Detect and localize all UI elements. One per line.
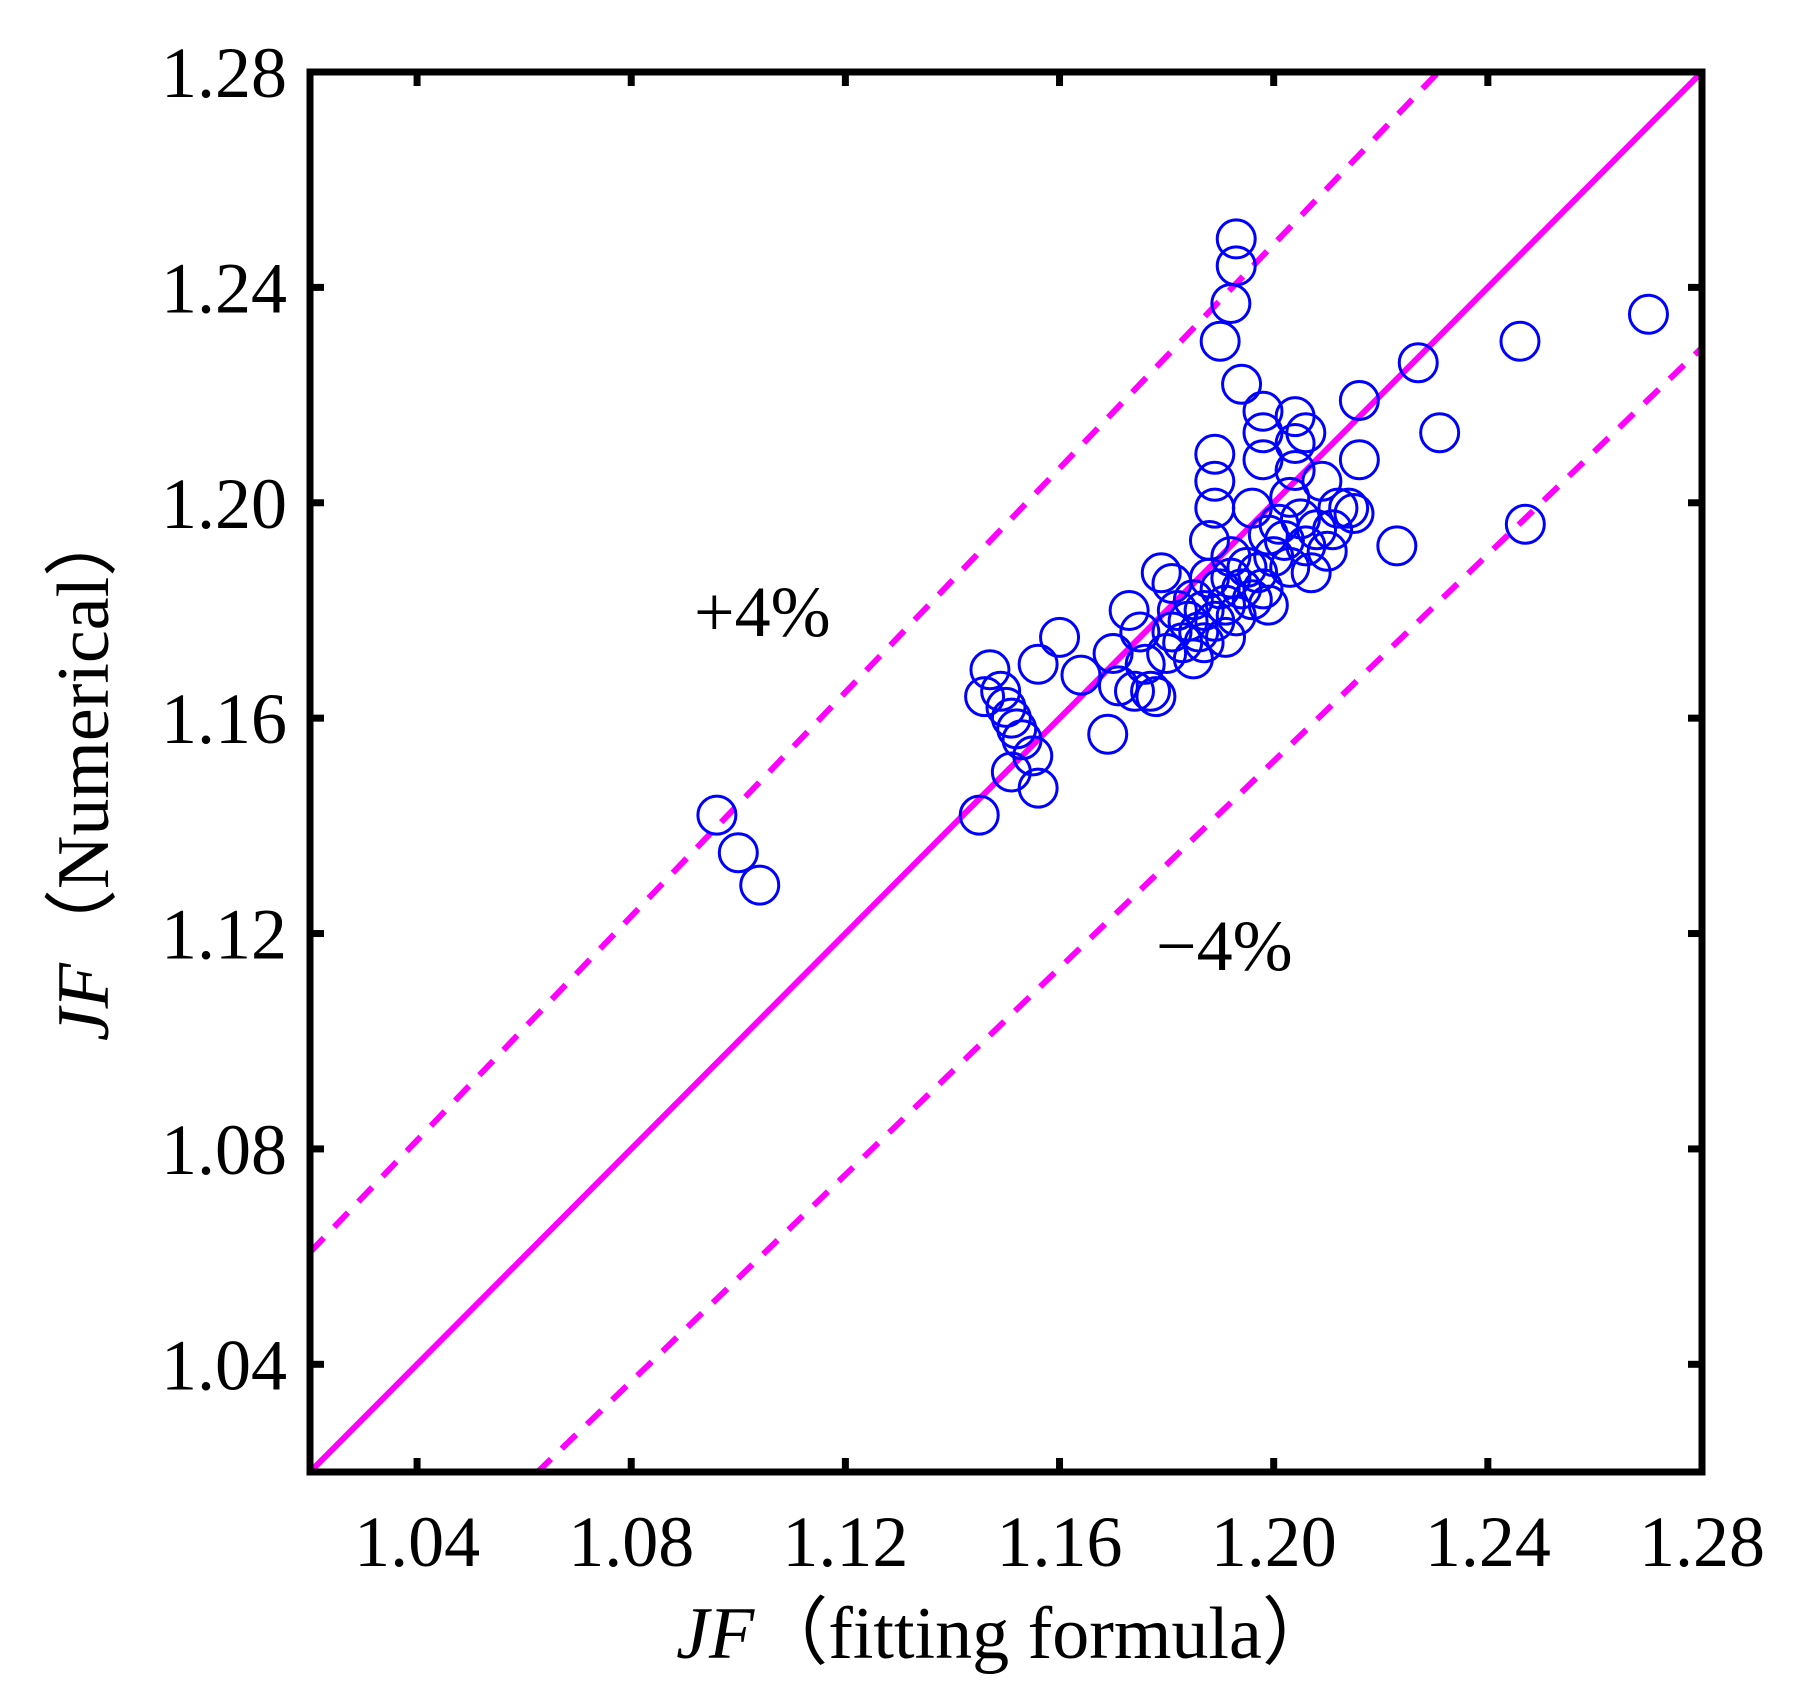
data-point bbox=[1627, 293, 1669, 335]
data-point bbox=[1017, 643, 1059, 685]
data-point bbox=[1124, 643, 1166, 685]
x-tick-label: 1.24 bbox=[1425, 1502, 1551, 1582]
data-point bbox=[1097, 665, 1139, 707]
x-tick-label: 1.20 bbox=[1211, 1502, 1337, 1582]
y-tick-labels: 1.04 1.08 1.12 1.16 1.20 1.24 1.28 bbox=[161, 33, 287, 1405]
x-tick-label: 1.16 bbox=[997, 1502, 1123, 1582]
data-point bbox=[990, 697, 1032, 739]
y-tick-label: 1.16 bbox=[161, 679, 287, 759]
data-point bbox=[980, 670, 1022, 712]
data-point bbox=[1135, 676, 1177, 718]
data-point bbox=[1221, 363, 1263, 405]
x-tick-label: 1.04 bbox=[354, 1502, 480, 1582]
x-tick-labels: 1.04 1.08 1.12 1.16 1.20 1.24 1.28 bbox=[354, 1502, 1765, 1582]
data-point bbox=[1194, 433, 1236, 475]
data-point bbox=[1242, 390, 1284, 432]
annotation-minus-4-percent: −4% bbox=[1156, 906, 1293, 986]
data-point bbox=[1060, 654, 1102, 696]
data-point bbox=[1274, 423, 1316, 465]
data-point bbox=[1017, 767, 1059, 809]
data-point bbox=[1226, 546, 1268, 588]
y-tick-label: 1.24 bbox=[161, 248, 287, 328]
data-points bbox=[696, 218, 1669, 906]
data-point bbox=[1290, 552, 1332, 594]
y-tick-label: 1.04 bbox=[161, 1325, 287, 1405]
reference-lines bbox=[310, 72, 1702, 1472]
data-point bbox=[1039, 616, 1081, 658]
data-point bbox=[1338, 379, 1380, 421]
plot-frame bbox=[306, 68, 1706, 1476]
data-point bbox=[1376, 525, 1418, 567]
data-point bbox=[1328, 487, 1370, 529]
y-tick-label: 1.12 bbox=[161, 895, 287, 975]
data-point bbox=[1108, 589, 1150, 631]
data-point bbox=[1194, 460, 1236, 502]
y-axis-label-symbol: JF bbox=[43, 962, 125, 1041]
axis-ticks bbox=[310, 68, 1706, 1472]
data-point bbox=[1130, 670, 1172, 712]
data-point bbox=[958, 794, 1000, 836]
data-point bbox=[1333, 493, 1375, 535]
data-point bbox=[1317, 487, 1359, 529]
data-point bbox=[1397, 342, 1439, 384]
x-axis-label-symbol: JF bbox=[676, 1593, 755, 1675]
data-point bbox=[1242, 439, 1284, 481]
data-point bbox=[1140, 552, 1182, 594]
data-point bbox=[1263, 519, 1305, 561]
data-point bbox=[1172, 579, 1214, 621]
data-point bbox=[717, 832, 759, 874]
y-tick-label: 1.08 bbox=[161, 1110, 287, 1190]
data-point bbox=[1285, 412, 1327, 454]
x-tick-label: 1.08 bbox=[568, 1502, 694, 1582]
reference-line-minus-4-percent bbox=[533, 345, 1702, 1472]
x-tick-label: 1.12 bbox=[782, 1502, 908, 1582]
data-point bbox=[1183, 622, 1225, 664]
annotation-plus-4-percent: +4% bbox=[694, 572, 831, 652]
data-point bbox=[1215, 218, 1257, 260]
data-point bbox=[1237, 552, 1279, 594]
data-point bbox=[985, 686, 1027, 728]
data-point bbox=[1092, 633, 1134, 675]
data-point bbox=[1231, 579, 1273, 621]
data-point bbox=[1119, 611, 1161, 653]
data-point bbox=[1419, 412, 1461, 454]
data-point bbox=[1199, 320, 1241, 362]
reference-line-plus-4-percent bbox=[310, 72, 1443, 1255]
y-tick-label: 1.28 bbox=[161, 33, 287, 113]
data-point bbox=[1338, 439, 1380, 481]
data-point bbox=[1215, 595, 1257, 637]
reference-line-identity bbox=[310, 72, 1702, 1472]
data-point bbox=[739, 864, 781, 906]
data-point bbox=[1269, 546, 1311, 588]
data-point bbox=[964, 676, 1006, 718]
data-point bbox=[1247, 584, 1289, 626]
data-point bbox=[1274, 449, 1316, 491]
data-point bbox=[1269, 476, 1311, 518]
data-point bbox=[1205, 616, 1247, 658]
data-point bbox=[1247, 514, 1289, 556]
x-axis-label: JF（fitting formula） bbox=[676, 1593, 1336, 1675]
data-point bbox=[1504, 503, 1546, 545]
data-point bbox=[1205, 584, 1247, 626]
data-point bbox=[1296, 509, 1338, 551]
y-tick-label: 1.20 bbox=[161, 464, 287, 544]
data-point bbox=[1499, 320, 1541, 362]
data-point bbox=[1113, 670, 1155, 712]
y-axis-label: JF（Numerical） bbox=[43, 503, 125, 1041]
data-point bbox=[696, 794, 738, 836]
data-point bbox=[1215, 245, 1257, 287]
x-axis-label-text: （fitting formula） bbox=[754, 1593, 1336, 1675]
data-point bbox=[1242, 412, 1284, 454]
data-point bbox=[1012, 735, 1054, 777]
data-point bbox=[1306, 530, 1348, 572]
data-point bbox=[969, 649, 1011, 691]
x-tick-label: 1.28 bbox=[1639, 1502, 1765, 1582]
data-point bbox=[1312, 509, 1354, 551]
data-point bbox=[1183, 589, 1225, 631]
data-point bbox=[1242, 568, 1284, 610]
y-axis-label-text: （Numerical） bbox=[43, 503, 125, 963]
data-point bbox=[1087, 713, 1129, 755]
